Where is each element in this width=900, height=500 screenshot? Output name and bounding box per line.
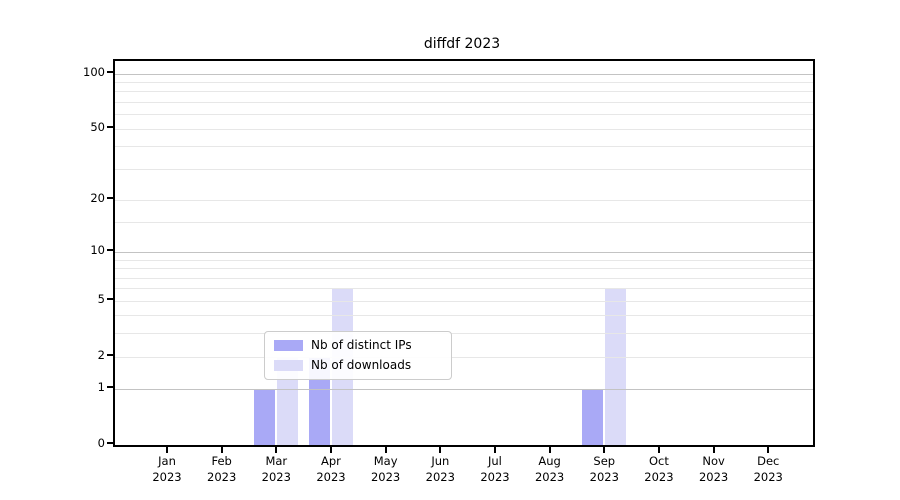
x-tick-label: Jun 2023: [425, 454, 455, 484]
y-tick-label: 5: [97, 291, 105, 306]
y-gridline-minor: [115, 146, 813, 148]
legend: Nb of distinct IPs Nb of downloads: [264, 331, 452, 380]
y-tick-label: 100: [83, 64, 105, 79]
x-tick-mark: [439, 447, 442, 453]
y-tick-mark: [107, 248, 113, 251]
y-gridline-minor: [115, 356, 813, 358]
y-gridline-minor: [115, 277, 813, 279]
x-tick-label: Oct 2023: [644, 454, 674, 484]
y-gridline-minor: [115, 101, 813, 103]
x-tick-label: Sep 2023: [589, 454, 619, 484]
x-tick-label: Dec 2023: [753, 454, 783, 484]
x-tick-mark: [220, 447, 223, 453]
y-gridline-minor: [115, 315, 813, 317]
y-gridline-major: [115, 251, 813, 253]
plot-area: [113, 59, 815, 447]
x-tick-label: Jan 2023: [152, 454, 182, 484]
y-gridline-minor: [115, 168, 813, 170]
y-tick-mark: [107, 386, 113, 389]
legend-item: Nb of distinct IPs: [274, 338, 442, 353]
x-tick-mark: [384, 447, 387, 453]
y-tick-label: 0: [97, 436, 105, 450]
x-tick-label: Feb 2023: [207, 454, 237, 484]
y-gridline-major: [115, 73, 813, 75]
y-tick-mark: [107, 297, 113, 300]
y-tick-label: 50: [90, 119, 105, 134]
x-tick-mark: [493, 447, 496, 453]
y-tick-label: 20: [90, 190, 105, 205]
y-gridline-minor: [115, 268, 813, 270]
legend-swatch-distinct-ips: [274, 340, 303, 351]
y-tick-mark: [107, 353, 113, 356]
x-tick-label: May 2023: [370, 454, 401, 484]
y-tick-label: 1: [97, 380, 105, 395]
y-gridline-major: [115, 389, 813, 391]
x-tick-mark: [712, 447, 715, 453]
y-gridline-minor: [115, 333, 813, 335]
y-gridline-minor: [115, 259, 813, 261]
x-tick-mark: [166, 447, 168, 453]
bar-distinct-ips: [254, 389, 276, 445]
y-tick-mark: [107, 125, 113, 128]
y-gridline-minor: [115, 199, 813, 201]
y-gridline-minor: [115, 221, 813, 223]
y-tick-mark: [107, 442, 113, 444]
y-tick-label: 2: [97, 347, 105, 362]
x-tick-mark: [329, 447, 332, 453]
x-tick-label: Apr 2023: [316, 454, 346, 484]
legend-item: Nb of downloads: [274, 358, 442, 373]
x-tick-mark: [657, 447, 660, 453]
y-gridline-minor: [115, 300, 813, 302]
y-gridline-minor: [115, 114, 813, 116]
y-gridline-minor: [115, 81, 813, 83]
x-tick-mark: [603, 447, 606, 453]
x-tick-label: Jul 2023: [480, 454, 510, 484]
x-tick-mark: [767, 447, 770, 453]
y-gridline-minor: [115, 91, 813, 93]
legend-label: Nb of downloads: [311, 358, 412, 372]
y-tick-mark: [107, 196, 113, 199]
bar-distinct-ips: [582, 389, 604, 445]
bar-downloads: [605, 288, 627, 445]
y-tick-label: 10: [90, 242, 105, 257]
legend-label: Nb of distinct IPs: [311, 338, 412, 352]
y-gridline-minor: [115, 288, 813, 290]
x-tick-mark: [275, 447, 278, 453]
x-tick-label: Mar 2023: [261, 454, 291, 484]
legend-swatch-downloads: [274, 360, 303, 371]
x-tick-mark: [548, 447, 551, 453]
chart-title: diffdf 2023: [423, 36, 501, 52]
x-tick-label: Aug 2023: [534, 454, 565, 484]
y-tick-mark: [107, 70, 113, 73]
y-gridline-minor: [115, 128, 813, 130]
x-tick-label: Nov 2023: [698, 454, 729, 484]
